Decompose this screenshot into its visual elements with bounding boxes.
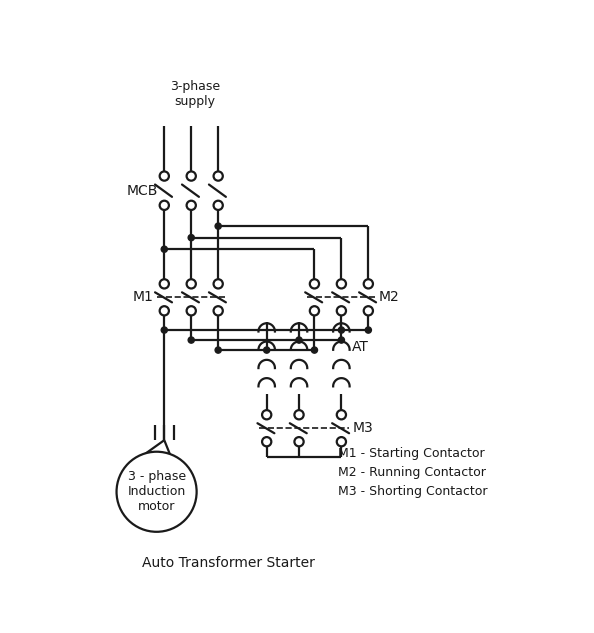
Circle shape bbox=[337, 306, 346, 315]
Text: 3-phase
supply: 3-phase supply bbox=[170, 80, 220, 108]
Circle shape bbox=[295, 437, 304, 446]
Circle shape bbox=[160, 306, 169, 315]
Text: M1: M1 bbox=[132, 290, 153, 304]
Text: M2 - Running Contactor: M2 - Running Contactor bbox=[337, 466, 485, 479]
Circle shape bbox=[337, 410, 346, 420]
Circle shape bbox=[161, 327, 168, 333]
Text: M3: M3 bbox=[352, 421, 373, 435]
Circle shape bbox=[364, 279, 373, 289]
Circle shape bbox=[187, 306, 196, 315]
Text: Auto Transformer Starter: Auto Transformer Starter bbox=[142, 556, 315, 570]
Circle shape bbox=[214, 172, 223, 180]
Circle shape bbox=[160, 172, 169, 180]
Text: M3 - Shorting Contactor: M3 - Shorting Contactor bbox=[337, 486, 487, 498]
Text: MCB: MCB bbox=[127, 184, 158, 197]
Text: 3 - phase
Induction
motor: 3 - phase Induction motor bbox=[128, 470, 186, 513]
Circle shape bbox=[364, 306, 373, 315]
Circle shape bbox=[337, 437, 346, 446]
Circle shape bbox=[187, 201, 196, 210]
Text: AT: AT bbox=[352, 340, 369, 354]
Circle shape bbox=[214, 306, 223, 315]
Circle shape bbox=[188, 235, 194, 241]
Circle shape bbox=[187, 172, 196, 180]
Circle shape bbox=[116, 452, 197, 532]
Circle shape bbox=[214, 279, 223, 289]
Circle shape bbox=[310, 306, 319, 315]
Circle shape bbox=[296, 337, 302, 343]
Circle shape bbox=[311, 347, 318, 353]
Circle shape bbox=[160, 201, 169, 210]
Text: M1 - Starting Contactor: M1 - Starting Contactor bbox=[337, 447, 484, 460]
Circle shape bbox=[262, 410, 271, 420]
Circle shape bbox=[295, 410, 304, 420]
Text: M2: M2 bbox=[379, 290, 400, 304]
Circle shape bbox=[310, 279, 319, 289]
Circle shape bbox=[337, 279, 346, 289]
Circle shape bbox=[215, 223, 221, 229]
Circle shape bbox=[160, 279, 169, 289]
Circle shape bbox=[339, 327, 345, 333]
Circle shape bbox=[365, 327, 371, 333]
Circle shape bbox=[187, 279, 196, 289]
Circle shape bbox=[215, 347, 221, 353]
Circle shape bbox=[264, 347, 270, 353]
Circle shape bbox=[161, 246, 168, 253]
Circle shape bbox=[188, 337, 194, 343]
Circle shape bbox=[214, 201, 223, 210]
Circle shape bbox=[262, 437, 271, 446]
Circle shape bbox=[339, 337, 345, 343]
